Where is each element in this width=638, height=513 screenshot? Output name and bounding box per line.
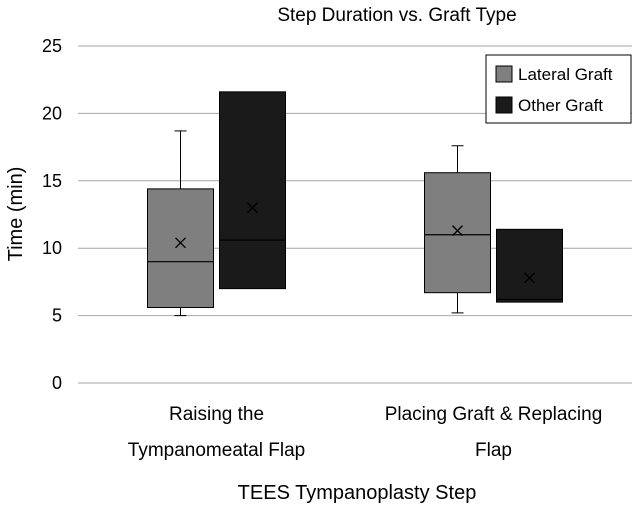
y-tick-label: 15 — [42, 171, 62, 191]
y-axis-title: Time (min) — [5, 167, 27, 262]
chart-title: Step Duration vs. Graft Type — [277, 5, 516, 26]
box-iqr — [424, 172, 491, 294]
x-category-label: Tympanomeatal Flap — [128, 440, 305, 461]
box-other-1 — [219, 91, 286, 290]
y-tick-label: 10 — [42, 238, 62, 258]
y-axis-ticks: 0 5 10 15 20 25 — [42, 36, 62, 393]
mean-marker — [452, 225, 463, 237]
y-tick-label: 25 — [42, 36, 62, 56]
x-category-label: Flap — [475, 440, 512, 461]
x-category-label: Raising the — [169, 404, 264, 425]
box-iqr — [147, 188, 214, 309]
box-iqr — [219, 91, 286, 290]
legend-label: Lateral Graft — [518, 65, 613, 84]
legend-swatch — [495, 65, 513, 83]
x-category-label: Placing Graft & Replacing — [385, 404, 603, 425]
mean-marker — [524, 272, 535, 284]
box-other-2 — [496, 228, 563, 303]
x-axis-title: TEES Tympanoplasty Step — [238, 482, 477, 504]
box-iqr — [496, 228, 563, 303]
y-tick-label: 0 — [52, 373, 62, 393]
legend: Lateral Graft Other Graft — [485, 54, 632, 124]
box-lateral-2 — [424, 145, 491, 314]
legend-label: Other Graft — [518, 96, 603, 115]
y-tick-label: 5 — [52, 306, 62, 326]
mean-marker — [175, 237, 186, 249]
box-lateral-1 — [147, 130, 214, 317]
x-axis-categories: Raising the Tympanomeatal Flap Placing Gra… — [128, 404, 602, 461]
plot-area — [147, 91, 563, 317]
y-tick-label: 20 — [42, 103, 62, 123]
legend-swatch — [495, 96, 513, 114]
mean-marker — [247, 202, 258, 214]
